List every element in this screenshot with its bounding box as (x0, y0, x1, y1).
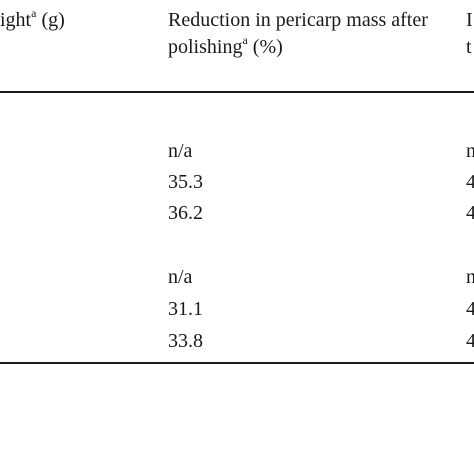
header-weight-footnote: a (31, 6, 37, 21)
table-cell-right: 4 (466, 298, 474, 320)
table-cell-mid: 35.3 (168, 171, 203, 193)
header-reduction-text: polishing (168, 36, 243, 58)
table-cell-mid: n/a (168, 266, 193, 288)
table-cell-mid: 31.1 (168, 298, 203, 320)
header-reduction-line1: Reduction in pericarp mass after (168, 9, 428, 31)
table-cell-mid: 33.8 (168, 330, 203, 352)
table-cell-mid: 36.2 (168, 202, 203, 224)
header-reduction-line2: polishinga (%) (168, 34, 283, 60)
table-cell-mid: n/a (168, 140, 193, 162)
header-reduction-footnote: a (242, 33, 248, 48)
header-right-line2: t (466, 36, 472, 58)
table-cell-right: 4 (466, 202, 474, 224)
table-cell-right: n (466, 266, 474, 288)
header-weight-text: ight (0, 9, 32, 31)
table-cell-right: 4 (466, 171, 474, 193)
header-weight-unit: (g) (36, 9, 65, 31)
bottom-rule (0, 362, 474, 364)
header-reduction-unit: (%) (247, 36, 283, 58)
table-cell-right: 4 (466, 330, 474, 352)
header-right-line1: I (466, 9, 473, 31)
header-rule (0, 91, 474, 93)
header-weight: ighta (g) (0, 7, 65, 33)
table-cell-right: n (466, 140, 474, 162)
